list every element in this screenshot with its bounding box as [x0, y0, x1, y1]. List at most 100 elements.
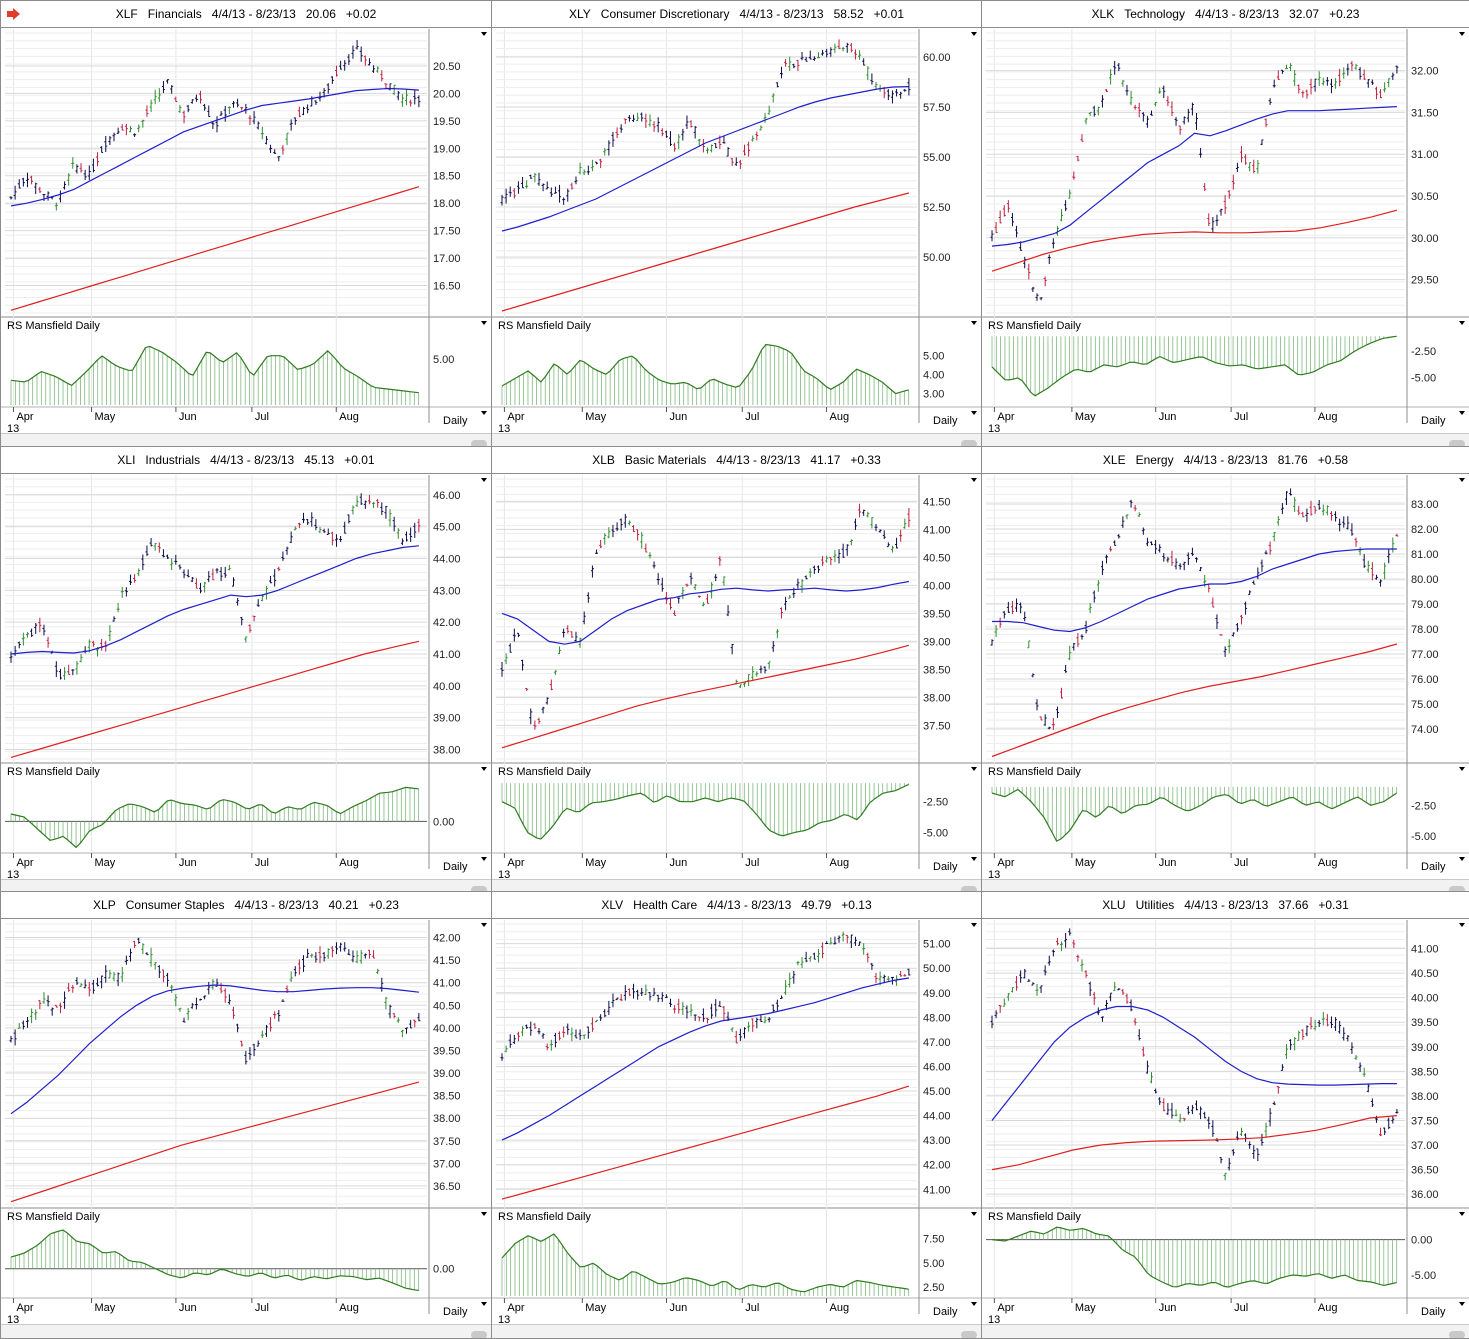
y-tick-label: 39.50 — [1411, 1017, 1439, 1029]
rs-menu-caret-icon[interactable] — [1459, 321, 1465, 325]
chart-name: Technology — [1124, 7, 1185, 21]
chart-canvas[interactable]: 60.00 57.50 55.00 52.50 50.00 RS Mansfield Da… — [492, 1, 981, 446]
chart-panel-xli[interactable]: XLI Industrials 4/4/13 - 8/23/13 45.13 +0.01… — [0, 446, 492, 892]
chart-panel-xly[interactable]: XLY Consumer Discretionary 4/4/13 - 8/23/1… — [491, 0, 982, 447]
interval-label[interactable]: Daily — [933, 415, 958, 427]
chart-name: Industrials — [145, 453, 201, 467]
chart-symbol: XLK — [1091, 7, 1115, 21]
rs-menu-caret-icon[interactable] — [481, 1212, 487, 1216]
chart-canvas[interactable]: 42.00 41.50 41.00 40.50 40.00 39.50 39.00 38.50… — [1, 892, 491, 1338]
scroll-strip[interactable] — [982, 1324, 1469, 1338]
chart-symbol: XLY — [569, 7, 591, 21]
chart-panel-xlk[interactable]: XLK Technology 4/4/13 - 8/23/13 32.07 +0.23 3… — [981, 0, 1469, 447]
rs-menu-caret-icon[interactable] — [1459, 1212, 1465, 1216]
scroll-strip[interactable] — [492, 1324, 981, 1338]
rs-menu-caret-icon[interactable] — [481, 767, 487, 771]
y-tick-label: 46.00 — [923, 1061, 951, 1073]
scroll-strip[interactable] — [1, 879, 491, 891]
main-menu-caret-icon[interactable] — [971, 923, 977, 927]
rs-tick-label: 5.00 — [433, 354, 454, 366]
scroll-strip[interactable] — [1, 433, 491, 446]
scroll-strip[interactable] — [982, 433, 1469, 446]
y-tick-label: 37.50 — [923, 720, 951, 732]
main-menu-caret-icon[interactable] — [481, 478, 487, 482]
month-label: Jul — [1234, 857, 1248, 869]
rs-menu-caret-icon[interactable] — [971, 1212, 977, 1216]
scroll-handle[interactable] — [1449, 886, 1465, 891]
chart-panel-xle[interactable]: XLE Energy 4/4/13 - 8/23/13 81.76 +0.58 83.00… — [981, 446, 1469, 892]
y-tick-label: 41.50 — [433, 955, 461, 967]
chart-panel-xlu[interactable]: XLU Utilities 4/4/13 - 8/23/13 37.66 +0.31 41… — [981, 891, 1469, 1339]
chart-panel-xlv[interactable]: XLV Health Care 4/4/13 - 8/23/13 49.79 +0.13… — [491, 891, 982, 1339]
scroll-handle[interactable] — [471, 1331, 487, 1338]
interval-caret-icon[interactable] — [481, 411, 487, 415]
price-change: +0.01 — [344, 453, 375, 467]
scroll-handle[interactable] — [1449, 1331, 1465, 1338]
interval-caret-icon[interactable] — [971, 411, 977, 415]
y-tick-label: 75.00 — [1411, 699, 1439, 711]
interval-label[interactable]: Daily — [1421, 415, 1446, 427]
scroll-handle[interactable] — [961, 886, 977, 891]
y-tick-label: 40.50 — [923, 552, 951, 564]
rs-title: RS Mansfield Daily — [988, 1211, 1081, 1223]
main-menu-caret-icon[interactable] — [1459, 478, 1465, 482]
rs-line — [10, 1229, 419, 1292]
interval-label[interactable]: Daily — [1421, 861, 1446, 873]
scroll-strip[interactable] — [982, 879, 1469, 891]
interval-caret-icon[interactable] — [1459, 411, 1465, 415]
chart-panel-xlp[interactable]: XLP Consumer Staples 4/4/13 - 8/23/13 40.21… — [0, 891, 492, 1339]
interval-caret-icon[interactable] — [971, 1302, 977, 1306]
interval-caret-icon[interactable] — [481, 857, 487, 861]
chart-panel-xlf[interactable]: XLF Financials 4/4/13 - 8/23/13 20.06 +0.02 2… — [0, 0, 492, 447]
interval-label[interactable]: Daily — [933, 861, 958, 873]
main-menu-caret-icon[interactable] — [971, 32, 977, 36]
interval-label[interactable]: Daily — [443, 861, 468, 873]
y-tick-label: 36.50 — [433, 1181, 461, 1193]
chart-canvas[interactable]: 83.00 82.00 81.00 80.00 79.00 78.00 77.00 76.00… — [982, 447, 1469, 891]
chart-panel-xlb[interactable]: XLB Basic Materials 4/4/13 - 8/23/13 41.17 +… — [491, 446, 982, 892]
interval-label[interactable]: Daily — [1421, 1306, 1446, 1318]
month-label: May — [95, 857, 116, 869]
chart-title-bar: XLP Consumer Staples 4/4/13 - 8/23/13 40.21… — [1, 892, 491, 919]
scroll-handle[interactable] — [961, 1331, 977, 1338]
scroll-handle[interactable] — [471, 886, 487, 891]
scroll-strip[interactable] — [492, 433, 981, 446]
interval-label[interactable]: Daily — [443, 1306, 468, 1318]
rs-menu-caret-icon[interactable] — [1459, 767, 1465, 771]
interval-caret-icon[interactable] — [1459, 857, 1465, 861]
interval-caret-icon[interactable] — [481, 1302, 487, 1306]
chart-canvas[interactable]: 32.00 31.50 31.00 30.50 30.00 29.50 RS Mansfie… — [982, 1, 1469, 446]
scroll-strip[interactable] — [1, 1324, 491, 1338]
scroll-strip[interactable] — [492, 879, 981, 891]
year-label: 13 — [498, 1314, 510, 1326]
chart-canvas[interactable]: 41.50 41.00 40.50 40.00 39.50 39.00 38.50 38.00… — [492, 447, 981, 891]
rs-menu-caret-icon[interactable] — [971, 767, 977, 771]
chart-canvas[interactable]: 51.00 50.00 49.00 48.00 47.00 46.00 45.00 44.00… — [492, 892, 981, 1338]
scroll-handle[interactable] — [961, 440, 977, 446]
month-label: Apr — [16, 1302, 33, 1314]
y-tick-label: 46.00 — [433, 490, 461, 502]
chart-canvas[interactable]: 20.50 20.00 19.50 19.00 18.50 18.00 17.50 17.00… — [1, 1, 491, 446]
chart-canvas[interactable]: 46.00 45.00 44.00 43.00 42.00 41.00 40.00 39.00… — [1, 447, 491, 891]
y-tick-label: 31.50 — [1411, 107, 1439, 119]
main-menu-caret-icon[interactable] — [481, 923, 487, 927]
interval-label[interactable]: Daily — [443, 415, 468, 427]
main-menu-caret-icon[interactable] — [1459, 32, 1465, 36]
main-menu-caret-icon[interactable] — [481, 32, 487, 36]
red-arrow-icon[interactable] — [7, 8, 21, 20]
rs-menu-caret-icon[interactable] — [971, 321, 977, 325]
rs-tick-label: 0.00 — [433, 1264, 454, 1276]
interval-label[interactable]: Daily — [933, 1306, 958, 1318]
scroll-handle[interactable] — [1449, 440, 1465, 446]
rs-line — [991, 788, 1398, 842]
scroll-handle[interactable] — [471, 440, 487, 446]
rs-menu-caret-icon[interactable] — [481, 321, 487, 325]
y-tick-label: 45.00 — [433, 522, 461, 534]
interval-caret-icon[interactable] — [971, 857, 977, 861]
main-menu-caret-icon[interactable] — [1459, 923, 1465, 927]
price-change: +0.33 — [850, 453, 881, 467]
price-candles — [500, 931, 911, 1061]
main-menu-caret-icon[interactable] — [971, 478, 977, 482]
chart-canvas[interactable]: 41.00 40.50 40.00 39.50 39.00 38.50 38.00 37.50… — [982, 892, 1469, 1338]
interval-caret-icon[interactable] — [1459, 1302, 1465, 1306]
